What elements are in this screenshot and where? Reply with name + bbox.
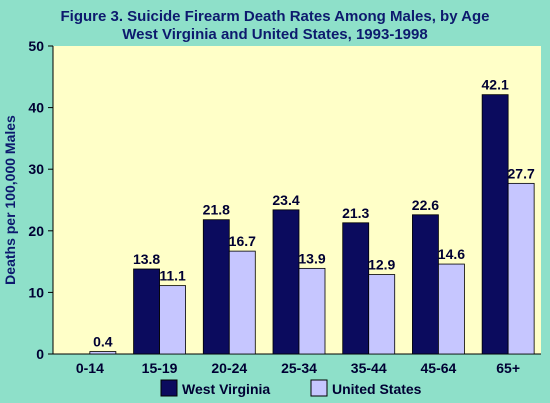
data-label-west-virginia: 21.8	[203, 202, 230, 218]
y-tick-label: 50	[28, 38, 44, 54]
chart-title-line2: West Virginia and United States, 1993-19…	[122, 26, 427, 43]
bars: 0.4 13.811.1 21.8 16.7 23.4 13.9 21.3 12.9 22.6 1…	[89, 77, 535, 355]
x-tick-label: 65+	[496, 360, 520, 376]
x-tick-label: 15-19	[142, 360, 178, 376]
bar-united-states-0-14	[89, 351, 117, 355]
bar-united-states-45-64	[438, 263, 465, 355]
data-label-west-virginia: 23.4	[272, 192, 299, 208]
data-label-united-states: 14.6	[438, 246, 465, 262]
bar-united-states-20-24	[228, 250, 256, 355]
data-label-west-virginia: 13.8	[133, 251, 160, 267]
bar-west-virginia-20-24	[202, 219, 230, 355]
data-label-united-states: 12.9	[368, 257, 395, 273]
bar-united-states-15-19	[159, 285, 186, 355]
bar-united-states-65plus	[507, 182, 535, 355]
legend-label-west-virginia: West Virginia	[182, 381, 270, 397]
data-label-united-states: 16.7	[229, 233, 256, 249]
x-tick-label: 35-44	[351, 360, 387, 376]
legend-swatch-united-states	[310, 379, 328, 397]
x-tick-label: 45-64	[421, 360, 457, 376]
y-tick-label: 40	[28, 100, 44, 116]
legend: West Virginia United States	[160, 379, 422, 397]
bar-united-states-35-44	[368, 274, 396, 355]
x-tick-label: 20-24	[211, 360, 247, 376]
x-tick-label: 25-34	[281, 360, 317, 376]
data-label-west-virginia: 42.1	[482, 77, 509, 93]
legend-swatch-west-virginia	[160, 379, 178, 397]
chart-title-line1: Figure 3. Suicide Firearm Death Rates Am…	[60, 8, 489, 25]
y-tick-label: 20	[28, 223, 44, 239]
legend-label-united-states: United States	[332, 381, 422, 397]
data-label-west-virginia: 22.6	[412, 197, 439, 213]
y-tick-label: 30	[28, 161, 44, 177]
bar-west-virginia-65plus	[481, 94, 509, 355]
bar-west-virginia-15-19	[133, 268, 160, 355]
x-axis: 0-14 15-19 20-24 25-34 35-44 45-64 65+	[76, 360, 520, 376]
bar-west-virginia-25-34	[272, 209, 300, 355]
bar-west-virginia-45-64	[412, 214, 439, 355]
data-label-united-states: 11.1	[159, 268, 186, 284]
y-tick-label: 0	[36, 346, 44, 362]
data-label-united-states: 0.4	[93, 334, 113, 350]
x-tick-label: 0-14	[76, 360, 104, 376]
y-tick-label: 10	[28, 284, 44, 300]
bar-west-virginia-35-44	[342, 222, 370, 355]
y-axis-title: Deaths per 100,000 Males	[2, 115, 18, 285]
bar-united-states-25-34	[298, 267, 326, 355]
data-label-united-states: 13.9	[298, 250, 325, 266]
data-label-united-states: 27.7	[508, 165, 535, 181]
data-label-west-virginia: 21.3	[342, 205, 369, 221]
